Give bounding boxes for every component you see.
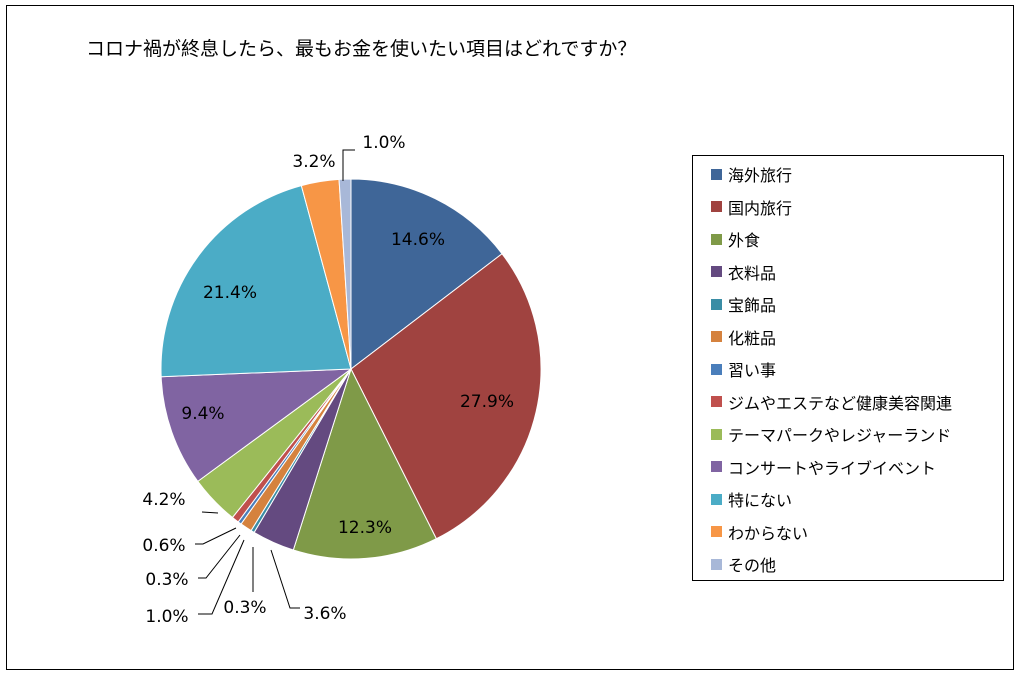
legend-label: わからない: [728, 523, 809, 543]
legend-label: 化粧品: [728, 328, 777, 348]
data-label-8: 0.6%: [142, 536, 185, 556]
legend-item: 化粧品: [711, 326, 776, 348]
pie-slice-11: [160, 184, 352, 378]
leader-line-8: [195, 527, 237, 545]
legend-swatch: [711, 493, 722, 505]
legend-item: テーマパークやレジャーランド: [711, 423, 951, 445]
data-label-6: 1.0%: [145, 607, 188, 627]
legend-label: 衣料品: [728, 263, 777, 283]
legend-label: コンサートやライブイベント: [728, 458, 937, 478]
legend-swatch: [711, 461, 722, 472]
data-label-9: 4.2%: [142, 490, 185, 510]
legend-item: ジムやエステなど健康美容関連: [711, 391, 952, 413]
chart-title: コロナ禍が終息したら、最もお金を使いたい項目はどれですか？: [86, 38, 637, 60]
pie-slice-2: [350, 253, 542, 540]
data-label-12: 3.2%: [292, 152, 335, 172]
data-label-3: 12.3%: [338, 518, 392, 538]
legend-label: 特にない: [728, 491, 793, 510]
data-label-13: 1.0%: [362, 133, 405, 153]
data-label-2: 27.9%: [460, 392, 514, 412]
legend-item: 国内旅行: [711, 196, 792, 218]
leader-line-4: [270, 549, 300, 609]
leader-line-7: [198, 534, 241, 579]
legend-swatch: [711, 201, 722, 212]
legend: 海外旅行国内旅行外食衣料品宝飾品化粧品習い事ジムやエステなど健康美容関連 テーマパ…: [692, 155, 1004, 581]
legend-swatch: [711, 266, 722, 277]
legend-item: 特にない: [711, 488, 792, 510]
pie-slice-3: [292, 367, 438, 560]
legend-label: テーマパークやレジャーランド: [728, 426, 952, 445]
data-label-7: 0.3%: [145, 570, 188, 590]
legend-item: その他: [711, 553, 776, 575]
pie-slice-1: [350, 178, 503, 371]
legend-item: 海外旅行: [711, 163, 792, 185]
legend-item: 宝飾品: [711, 293, 776, 315]
data-label-10: 9.4%: [181, 404, 224, 424]
legend-swatch: [711, 363, 722, 375]
legend-label: ジムやエステなど健康美容関連: [728, 393, 953, 413]
legend-item: 習い事: [711, 358, 776, 380]
legend-swatch: [711, 168, 722, 180]
data-label-11: 21.4%: [203, 283, 257, 303]
legend-label: 外食: [728, 231, 761, 250]
legend-label: 宝飾品: [728, 296, 777, 315]
data-label-4: 3.6%: [303, 604, 346, 624]
legend-label: 習い事: [728, 361, 777, 380]
legend-swatch: [711, 396, 722, 407]
legend-swatch: [711, 233, 722, 245]
legend-item: コンサートやライブイベント: [711, 456, 936, 478]
legend-item: 衣料品: [711, 261, 776, 283]
legend-swatch: [711, 428, 722, 440]
leader-line-13: [342, 149, 355, 181]
pie-slice-13: [338, 178, 352, 370]
legend-swatch: [711, 558, 722, 570]
legend-swatch: [711, 298, 722, 310]
legend-swatch: [711, 331, 722, 342]
legend-item: わからない: [711, 521, 808, 543]
leader-line-6: [198, 539, 245, 615]
data-label-1: 14.6%: [391, 230, 445, 250]
pie-slice-10: [160, 368, 353, 483]
legend-label: 海外旅行: [728, 166, 793, 185]
legend-item: 外食: [711, 228, 760, 250]
legend-label: 国内旅行: [728, 198, 793, 218]
leader-line-9: [201, 511, 219, 514]
legend-swatch: [711, 526, 722, 537]
legend-label: その他: [728, 556, 777, 575]
data-label-5: 0.3%: [223, 598, 266, 618]
